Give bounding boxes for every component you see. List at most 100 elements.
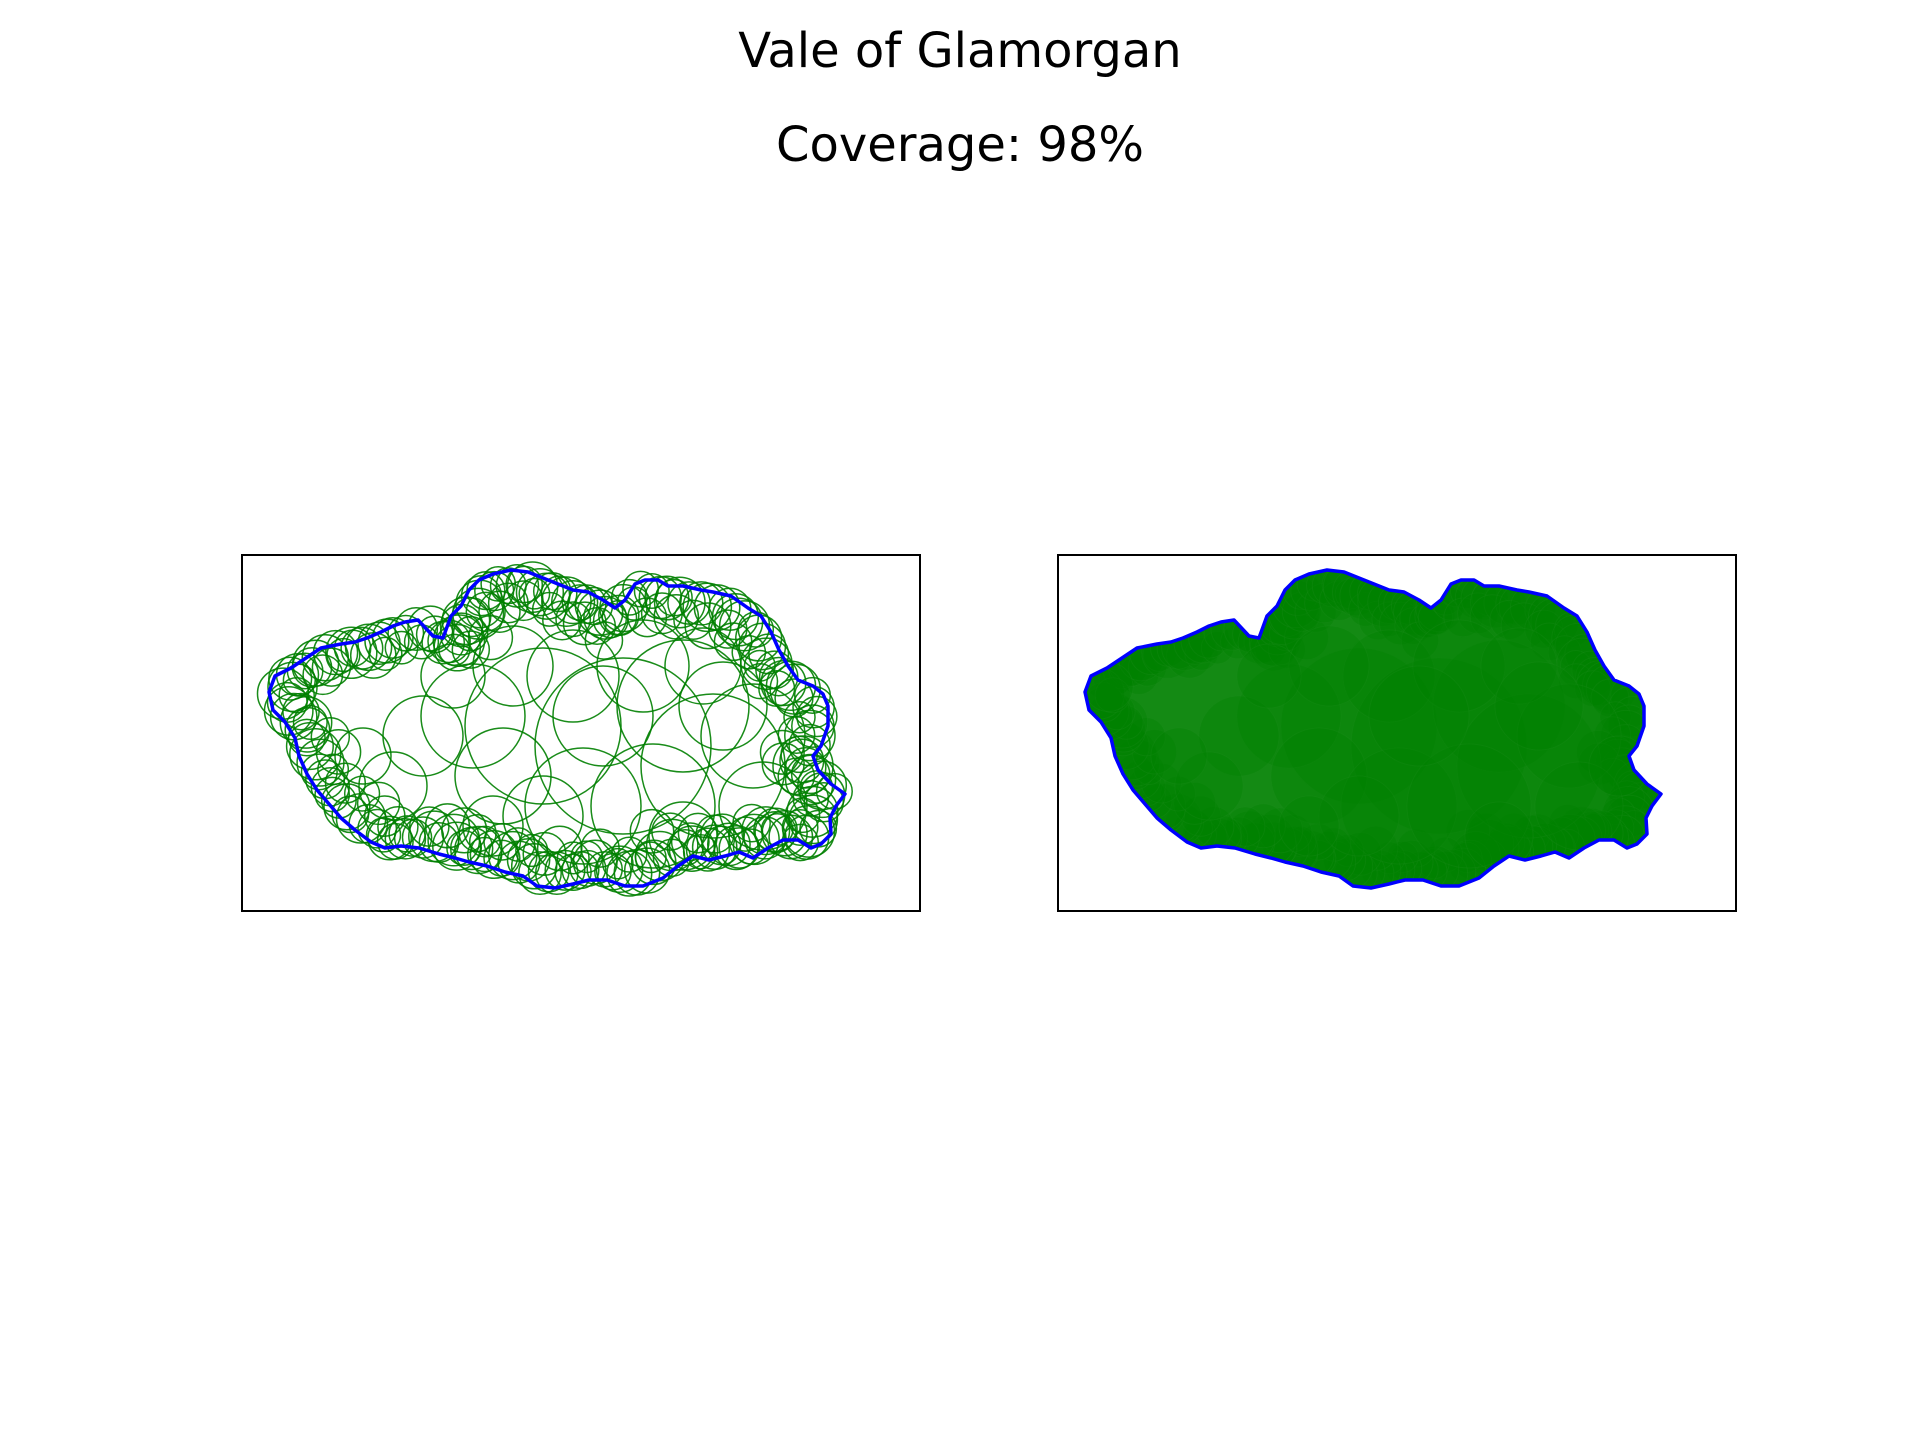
coverage-disc (1457, 592, 1499, 635)
coverage-disc (1094, 677, 1131, 714)
coverage-circle (401, 816, 445, 859)
coverage-circle (365, 817, 402, 853)
coverage-circle (315, 729, 362, 775)
filled-coverage-panel (1057, 554, 1737, 912)
coverage-disc (1412, 619, 1506, 713)
coverage-circle (357, 808, 398, 849)
coverage-disc (1249, 624, 1297, 672)
coverage-disc (1311, 570, 1355, 608)
coverage-disc (1160, 775, 1196, 812)
coverage-circle (550, 579, 596, 625)
coverage-circle (677, 812, 719, 854)
coverage-disc (1524, 609, 1564, 649)
coverage-disc (1150, 727, 1208, 785)
coverage-circle (741, 663, 779, 700)
coverage-disc (1368, 665, 1470, 767)
coverage-circle (483, 839, 521, 877)
coverage-disc (1558, 663, 1594, 700)
coverage-circle (478, 590, 521, 633)
coverage-disc (1443, 597, 1484, 638)
filled-coverage-map (1083, 568, 1663, 890)
coverage-circle (300, 753, 338, 791)
coverage-circle (267, 661, 318, 713)
coverage-disc (1608, 780, 1645, 817)
coverage-subtitle: Coverage: 98% (775, 117, 1145, 173)
coverage-circle (526, 629, 620, 723)
coverage-disc (1285, 825, 1317, 858)
coverage-disc (1180, 795, 1222, 837)
coverage-disc (1288, 625, 1370, 707)
coverage-circle (452, 615, 489, 652)
coverage-circle (783, 701, 816, 734)
coverage-circle (522, 831, 567, 876)
coverage-circle (464, 647, 622, 805)
coverage-disc (1173, 781, 1217, 825)
coverage-disc (1400, 621, 1439, 660)
coverage-disc (1358, 600, 1398, 641)
coverage-circle (791, 704, 835, 748)
coverage-disc (1270, 727, 1368, 825)
coverage-disc (1348, 592, 1383, 627)
coverage-disc (1386, 840, 1419, 873)
coverage-disc (1590, 678, 1630, 718)
coverage-circle (502, 775, 584, 857)
coverage-circle (408, 810, 460, 863)
coverage-disc (1127, 647, 1167, 687)
coverage-circle (310, 716, 351, 757)
coverage-circle (781, 809, 819, 846)
coverage-disc (1494, 661, 1584, 751)
coverage-circle (536, 825, 583, 872)
coverage-disc (1294, 590, 1337, 633)
coverage-disc (1394, 607, 1432, 645)
coverage-circle (748, 633, 790, 675)
coverage-disc (1085, 661, 1134, 712)
coverage-circle (515, 568, 565, 617)
coverage-circle (772, 735, 834, 797)
coverage-disc (1432, 639, 1566, 773)
coverage-disc (1274, 814, 1313, 853)
coverage-circle (601, 599, 638, 636)
coverage-circle (518, 577, 551, 610)
coverage-disc (1480, 627, 1558, 705)
coverage-circle (784, 709, 836, 762)
coverage-circle (468, 825, 501, 858)
coverage-disc (1338, 832, 1383, 876)
coverage-circle (518, 851, 562, 896)
coverage-circle (682, 582, 733, 633)
coverage-circle (648, 801, 718, 871)
coverage-disc (1469, 594, 1515, 640)
coverage-disc (1284, 615, 1329, 661)
coverage-circle (759, 729, 805, 775)
coverage-circle (524, 747, 642, 865)
coverage-disc (1305, 570, 1343, 604)
coverage-circle (469, 829, 519, 880)
coverage-circle (421, 620, 466, 665)
coverage-circle (611, 836, 648, 873)
coverage-disc (1547, 635, 1582, 670)
coverage-disc (1267, 630, 1306, 669)
coverage-fill (1085, 570, 1661, 888)
coverage-circle (358, 751, 428, 821)
coverage-disc (1511, 814, 1551, 854)
coverage-circle (292, 639, 340, 687)
coverage-disc (1353, 825, 1399, 871)
coverage-disc (1184, 636, 1219, 671)
coverage-circle (586, 851, 623, 888)
coverage-disc (1317, 827, 1352, 862)
coverage-circle (685, 827, 731, 872)
coverage-circle (311, 647, 352, 687)
coverage-disc (1599, 701, 1632, 734)
coverage-circle (420, 643, 486, 709)
coverage-disc (1331, 834, 1365, 867)
coverage-circle (630, 839, 677, 886)
coverage-circle (781, 823, 820, 862)
coverage-disc (1574, 670, 1612, 707)
coverage-disc (1126, 717, 1166, 757)
coverage-circle (287, 718, 326, 757)
coverage-disc (1445, 809, 1491, 854)
coverage-disc (1280, 647, 1438, 805)
coverage-circle (356, 781, 401, 826)
region-boundary (1083, 568, 1663, 890)
coverage-circle (616, 639, 750, 773)
coverage-disc (1281, 591, 1322, 632)
